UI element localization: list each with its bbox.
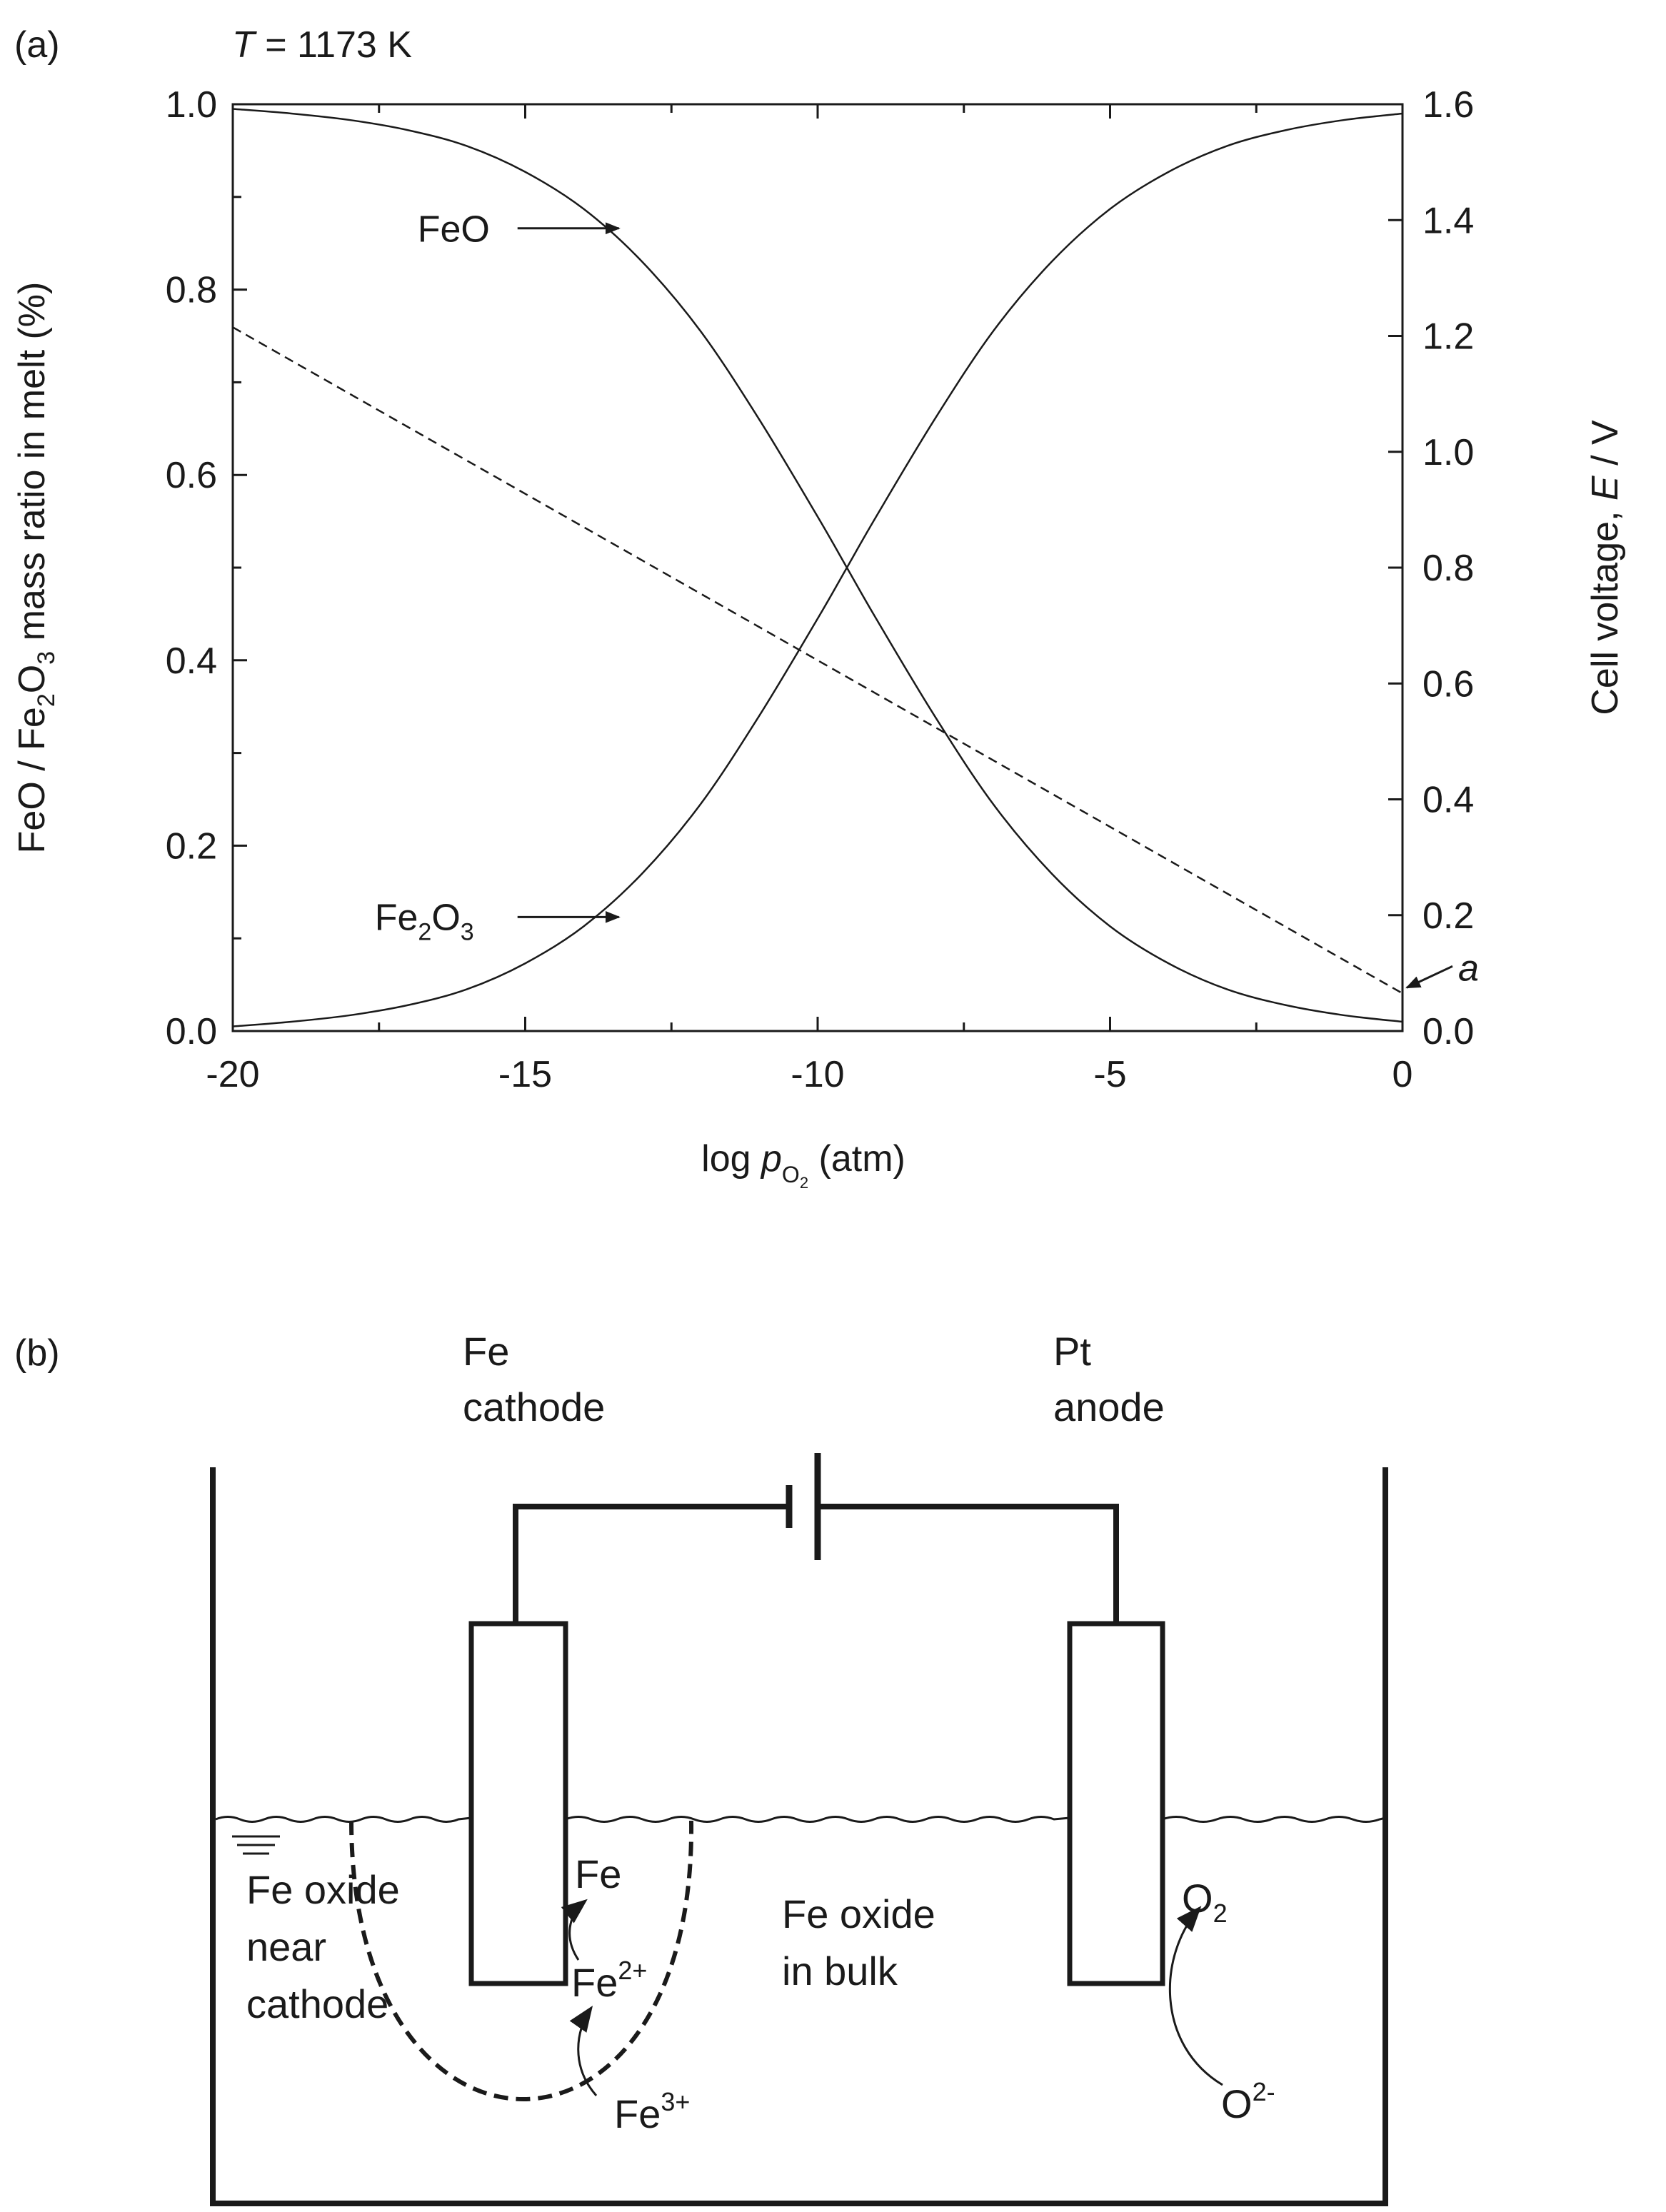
anode-label-line2: anode: [1053, 1384, 1165, 1429]
near-cathode-region-boundary: [349, 1820, 694, 2101]
bulk-label-line2: in bulk: [782, 1949, 898, 1994]
oxide-ion-base: O: [1221, 2081, 1253, 2126]
y-right-tick-label: 0.0: [1422, 1011, 1474, 1052]
x-tick-label: -5: [1093, 1054, 1126, 1095]
near-cathode-label-line1: Fe oxide: [246, 1867, 400, 1912]
y-left-tick-label: 0.2: [166, 825, 217, 867]
chart-title: T = 1173 K: [232, 24, 412, 66]
oxide-ion-charge: 2-: [1253, 2077, 1275, 2106]
y-left-tick-label: 0.6: [166, 455, 217, 496]
y-right-tick-label: 1.6: [1422, 84, 1474, 126]
y-right-tick-label: 1.2: [1422, 316, 1474, 358]
x-tick-label: -15: [498, 1054, 552, 1095]
electrolysis-diagram: (b) Fe cathode Pt anode Fe oxide near ca…: [14, 1329, 1388, 2206]
fe2-ion-charge: 2+: [618, 1956, 647, 1985]
cathode-label-line2: cathode: [463, 1384, 605, 1429]
liquid-level-symbol: [232, 1835, 280, 1855]
cathode-label-line1: Fe: [463, 1329, 509, 1374]
y-left-axis-ticks: 0.0 0.2 0.4 0.6 0.8 1.0: [166, 84, 247, 1052]
y-left-tick-label: 0.8: [166, 270, 217, 311]
y-left-label-o: O: [11, 665, 53, 693]
y-left-label-sub3: 3: [33, 651, 60, 665]
o2-gas-label: O2: [1182, 1876, 1228, 1928]
x-label-prefix: log: [701, 1138, 761, 1180]
o2-gas-sub: 2: [1213, 1899, 1228, 1928]
x-axis-label: log pO2 (atm): [701, 1138, 905, 1192]
y-right-tick-label: 0.8: [1422, 548, 1474, 589]
o2-gas-base: O: [1182, 1876, 1213, 1921]
fe2o3-label-part-2: O: [431, 897, 460, 938]
fe-metal-label: Fe: [575, 1851, 621, 1896]
fe-cathode-electrode: [468, 1621, 568, 1986]
y-right-label-suffix: / V: [1585, 420, 1626, 476]
x-label-p: p: [760, 1138, 782, 1180]
a-callout-label: a: [1458, 947, 1479, 989]
y-right-tick-label: 0.4: [1422, 780, 1474, 821]
circuit-wire-left: [513, 1504, 789, 1624]
y-left-tick-label: 1.0: [166, 84, 217, 126]
title-rest: = 1173 K: [255, 24, 413, 66]
series-line-fe2o3: [232, 112, 1403, 1027]
fe2-ion-label: Fe2+: [571, 1956, 647, 2005]
feo-callout-label: FeO: [418, 209, 490, 251]
melt-surface-right: [1162, 1816, 1386, 1823]
fe3-ion-charge: 3+: [661, 2087, 690, 2116]
y-left-label-part1: FeO / Fe: [11, 707, 53, 853]
y-right-axis-ticks: 0.0 0.2 0.4 0.6 0.8 1.0 1.2 1.4 1.6: [1388, 84, 1474, 1052]
x-label-suffix: (atm): [808, 1138, 905, 1180]
anode-label-line1: Pt: [1053, 1329, 1091, 1374]
y-right-tick-label: 1.0: [1422, 432, 1474, 473]
fe3-to-fe2-arrow: [569, 2006, 598, 2096]
y-right-label-e: E: [1585, 475, 1626, 501]
title-italic-t: T: [232, 24, 257, 66]
cell-vessel: [210, 1467, 1388, 2206]
fe2-to-fe-arrow: [561, 1899, 588, 1961]
chart-panel: (a) T = 1173 K -20 -15 -10 -5 0 0.0 0.2 0.4 0.6…: [11, 24, 1626, 1192]
near-cathode-label-line3: cathode: [246, 1981, 388, 2026]
oxide-to-o2-arrow: [1168, 1906, 1223, 2086]
y-right-label-prefix: Cell voltage,: [1585, 501, 1626, 715]
fe2o3-label-part-1: 2: [418, 918, 431, 945]
y-left-label-rest: mass ratio in melt (%): [11, 282, 53, 651]
oxide-ion-label: O2-: [1221, 2077, 1275, 2126]
fe3-ion-label: Fe3+: [614, 2087, 690, 2136]
x-tick-label: 0: [1392, 1054, 1413, 1095]
y-left-label-sub2: 2: [33, 693, 60, 707]
y-right-axis-label: Cell voltage, E / V: [1585, 420, 1626, 715]
series-layer: [232, 108, 1403, 1027]
fe2o3-label-part-0: Fe: [375, 897, 418, 938]
series-line-cell-voltage: [232, 326, 1403, 995]
near-cathode-label-line2: near: [246, 1924, 326, 1969]
y-right-tick-label: 0.2: [1422, 895, 1474, 937]
bulk-label-line1: Fe oxide: [782, 1891, 935, 1936]
fe2o3-label-part-3: 3: [461, 918, 474, 945]
panel-label-a: (a): [14, 24, 60, 66]
melt-surface-middle: [565, 1816, 1070, 1823]
y-right-tick-label: 1.4: [1422, 200, 1474, 241]
y-left-axis-label: FeO / Fe2O3 mass ratio in melt (%): [11, 282, 60, 854]
x-axis-ticks: -20 -15 -10 -5 0: [206, 104, 1412, 1095]
x-tick-label: -10: [791, 1054, 844, 1095]
y-left-tick-label: 0.4: [166, 640, 217, 682]
x-label-sub-2: 2: [800, 1174, 808, 1192]
plot-frame: [231, 103, 1404, 1032]
pt-anode-electrode: [1067, 1621, 1165, 1986]
a-callout-arrow: [1405, 965, 1453, 989]
melt-surface-left: [215, 1816, 472, 1823]
x-tick-label: -20: [206, 1054, 259, 1095]
fe2-ion-base: Fe: [571, 1960, 618, 2005]
y-right-tick-label: 0.6: [1422, 663, 1474, 705]
fe3-ion-base: Fe: [614, 2091, 661, 2136]
circuit-wire-right: [818, 1504, 1119, 1624]
fe2o3-callout-label: Fe2O3: [375, 897, 474, 945]
series-line-feo: [232, 108, 1403, 1023]
panel-label-b: (b): [14, 1332, 60, 1374]
x-label-sub-o: O: [782, 1162, 800, 1187]
y-left-tick-label: 0.0: [166, 1011, 217, 1052]
